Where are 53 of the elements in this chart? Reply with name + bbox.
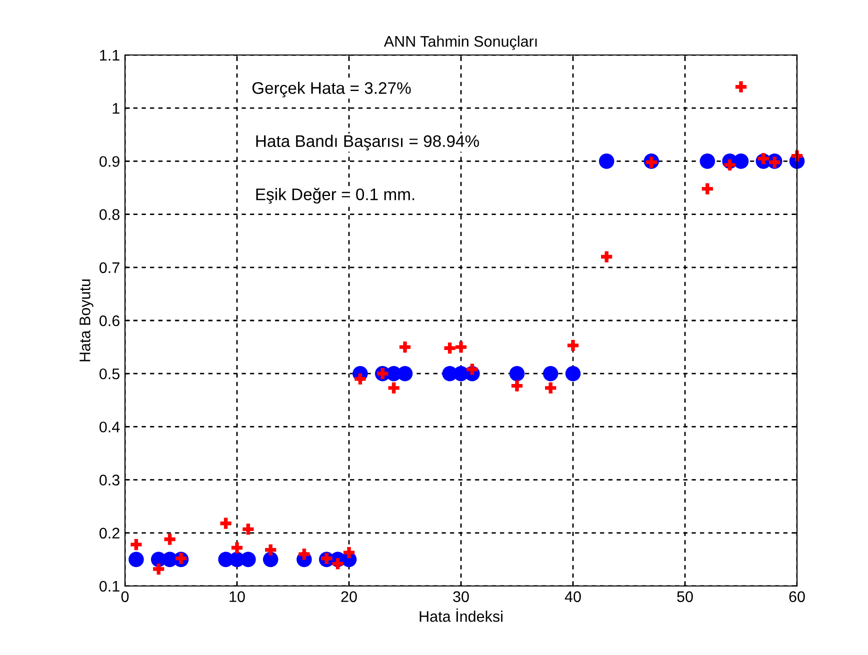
point: [702, 183, 713, 194]
point: [700, 154, 716, 169]
point: [542, 366, 558, 382]
point: [128, 552, 144, 568]
point: [733, 154, 749, 169]
annotation: Hata Bandı Başarısı = 98.94%: [256, 134, 479, 150]
point: [388, 382, 400, 394]
point: [509, 366, 525, 382]
x-tick-label: 0: [121, 591, 129, 602]
y-tick-label: 0.5: [100, 368, 120, 380]
x-tick-label: 50: [677, 591, 693, 602]
point: [545, 382, 556, 394]
point: [231, 542, 243, 554]
y-tick-label: 0.2: [100, 528, 120, 539]
x-tick-label: 30: [453, 591, 469, 602]
point: [399, 341, 411, 353]
point: [455, 341, 467, 353]
point: [511, 380, 523, 392]
point: [242, 524, 254, 535]
y-tick-label: 0.6: [100, 315, 120, 326]
x-tick-label: 40: [564, 591, 581, 602]
annotation: Eşik Değer = 0.1 mm.: [256, 188, 414, 204]
x-axis-title: Hata İndeksi: [420, 608, 502, 622]
chart-title: ANN Tahmin Sonuçları: [384, 36, 537, 50]
point: [220, 518, 232, 529]
y-axis-title: Hata Boyutu: [80, 279, 94, 362]
y-tick-label: 0.9: [100, 156, 120, 167]
x-tick-label: 20: [341, 591, 357, 602]
point: [153, 563, 164, 575]
y-tick-label: 0.3: [100, 474, 120, 486]
point: [735, 81, 747, 92]
x-tick-label: 10: [230, 591, 245, 602]
point: [567, 340, 579, 352]
y-tick-label: 0.7: [100, 262, 120, 274]
point: [397, 366, 413, 382]
point: [343, 546, 355, 558]
y-tick-label: 0.1: [100, 580, 120, 592]
point: [601, 251, 612, 262]
point: [262, 552, 278, 568]
point: [130, 539, 142, 550]
point: [240, 552, 256, 568]
x-tick-label: 60: [789, 591, 805, 602]
y-tick-label: 0.4: [100, 422, 120, 432]
point: [332, 558, 344, 570]
annotation: Gerçek Hata = 3.27%: [252, 82, 411, 98]
y-tick-label: 0.8: [100, 209, 120, 220]
point: [598, 154, 614, 169]
point: [164, 534, 176, 545]
y-tick-label: 1: [112, 103, 120, 114]
y-tick-label: 1.1: [100, 50, 120, 61]
point: [444, 342, 456, 354]
point: [565, 366, 581, 382]
point: [265, 544, 276, 556]
